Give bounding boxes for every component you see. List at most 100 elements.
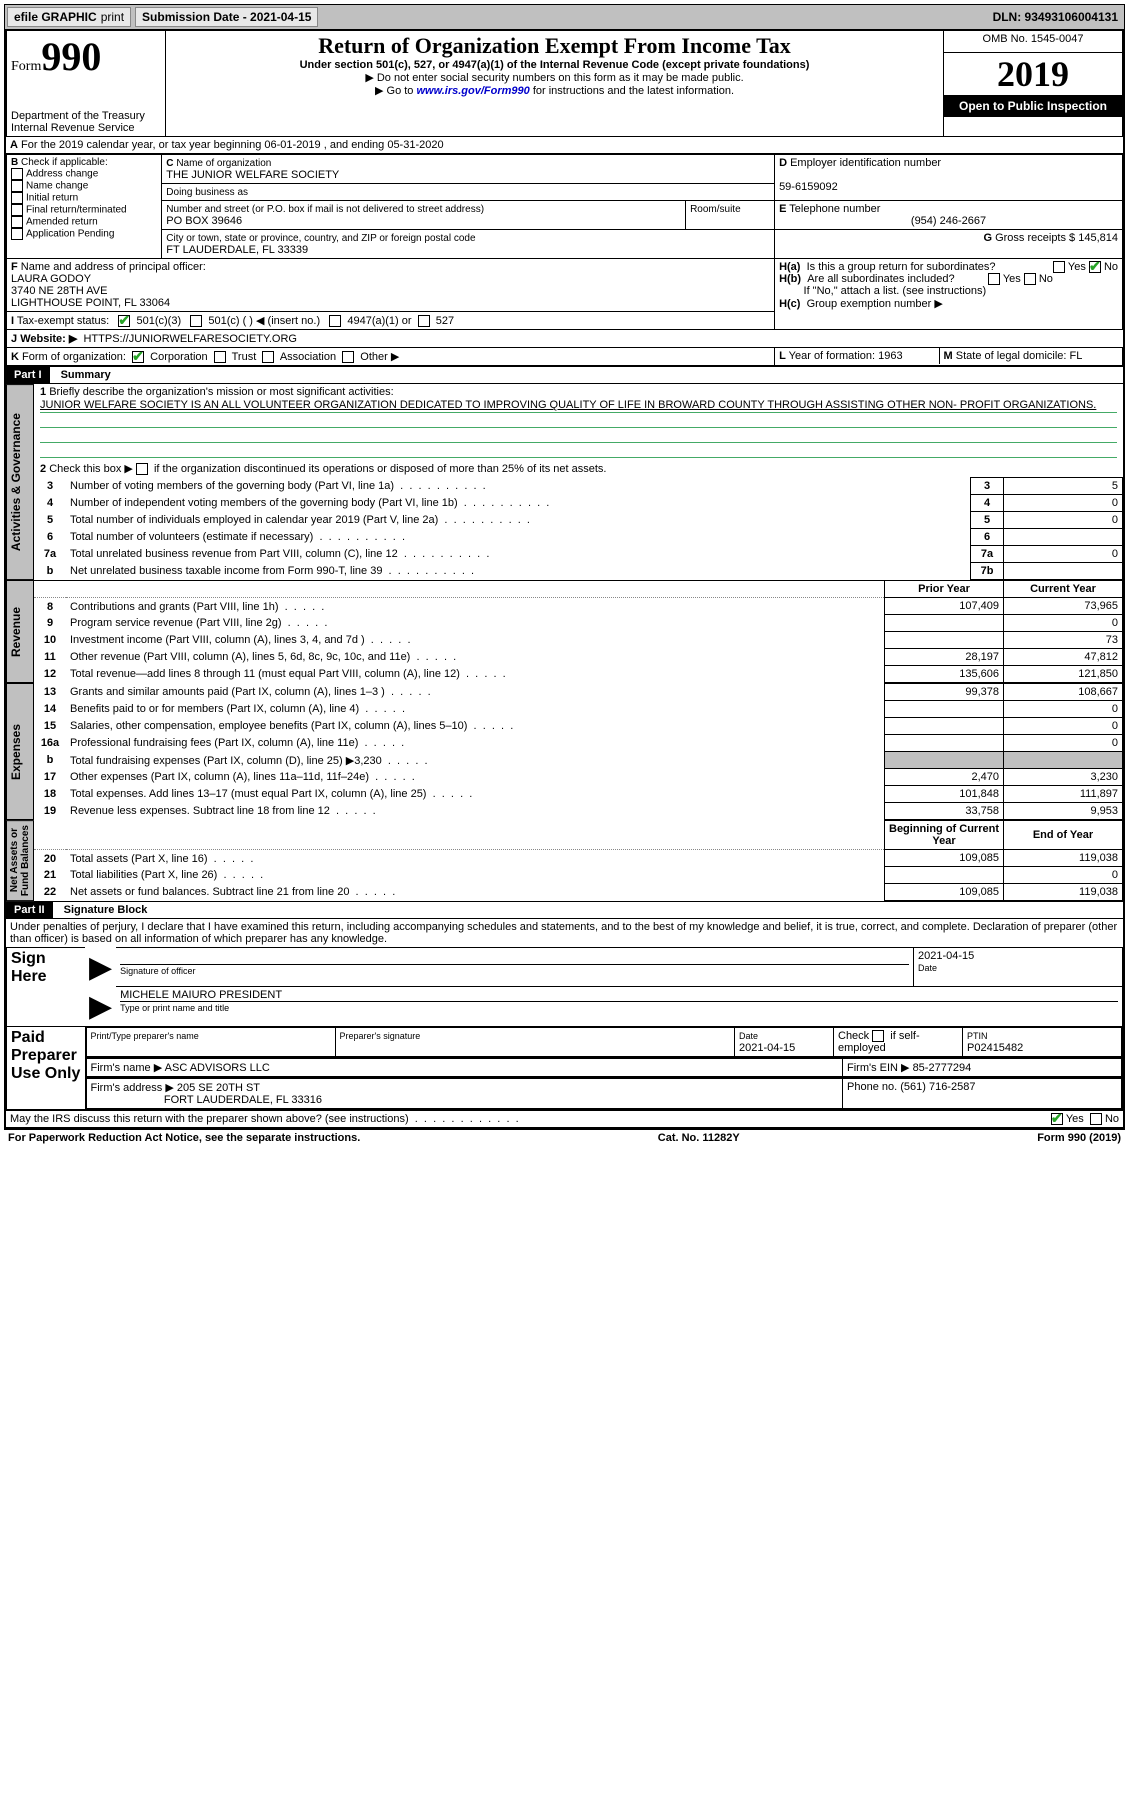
prep-date: 2021-04-15	[739, 1042, 795, 1054]
col-prior-year: Prior Year	[885, 581, 1004, 598]
info-table: B Check if applicable: Address change Na…	[6, 154, 1123, 366]
top-toolbar: efile GRAPHIC print Submission Date - 20…	[4, 4, 1125, 30]
prep-date-label: Date	[739, 1031, 758, 1041]
f-label: Name and address of principal officer:	[21, 261, 206, 273]
efile-label: efile GRAPHIC	[14, 10, 97, 24]
4947-checkbox[interactable]	[329, 315, 341, 327]
org-name: THE JUNIOR WELFARE SOCIETY	[166, 169, 339, 181]
i-4947: 4947(a)(1) or	[347, 315, 411, 327]
netassets-table: Beginning of Current Year End of Year 20…	[34, 820, 1123, 901]
part1-badge: Part I	[6, 367, 50, 383]
other-checkbox[interactable]	[342, 351, 354, 363]
paid-preparer-label: Paid Preparer Use Only	[7, 1026, 86, 1109]
tax-year: 2019	[944, 53, 1122, 95]
form-subtitle-3: Go to www.irs.gov/Form990 for instructio…	[170, 84, 939, 97]
firm-ein: 85-2777294	[913, 1062, 972, 1074]
firm-name-label: Firm's name ▶	[91, 1062, 163, 1074]
table-row: 15 Salaries, other compensation, employe…	[34, 718, 1123, 735]
table-row: 7a Total unrelated business revenue from…	[34, 546, 1123, 563]
sign-here-label: Sign Here	[7, 948, 86, 1027]
discuss-no-checkbox[interactable]	[1090, 1113, 1102, 1125]
addr-value: PO BOX 39646	[166, 215, 242, 227]
room-label: Room/suite	[690, 204, 741, 215]
addr-label: Number and street (or P.O. box if mail i…	[166, 204, 484, 215]
amended-checkbox[interactable]	[11, 216, 23, 228]
name-change-checkbox[interactable]	[11, 180, 23, 192]
501c-checkbox[interactable]	[190, 315, 202, 327]
netassets-tab: Net Assets orFund Balances	[6, 820, 34, 901]
officer-name: LAURA GODOY	[11, 273, 91, 285]
d-label: Employer identification number	[790, 157, 941, 169]
ptin-label: PTIN	[967, 1031, 988, 1041]
state-domicile: FL	[1070, 350, 1083, 362]
ha-label: Is this a group return for subordinates?	[807, 261, 996, 273]
dba-label: Doing business as	[166, 187, 248, 198]
k-other: Other ▶	[360, 351, 399, 363]
officer-addr2: LIGHTHOUSE POINT, FL 33064	[11, 297, 170, 309]
assoc-checkbox[interactable]	[262, 351, 274, 363]
gross-receipts: 145,814	[1078, 232, 1118, 244]
firm-addr2: FORT LAUDERDALE, FL 33316	[164, 1094, 322, 1106]
part1-header-row: Part I Summary	[6, 366, 1123, 384]
submission-button[interactable]: Submission Date - 2021-04-15	[135, 7, 318, 27]
k-trust: Trust	[232, 351, 257, 363]
sig-date: 2021-04-15	[918, 950, 1118, 962]
governance-tab: Activities & Governance	[6, 384, 34, 580]
initial-return-checkbox[interactable]	[11, 192, 23, 204]
firm-name: ASC ADVISORS LLC	[165, 1062, 270, 1074]
c-name-label: Name of organization	[176, 158, 271, 169]
mission-text: JUNIOR WELFARE SOCIETY IS AN ALL VOLUNTE…	[40, 398, 1117, 413]
i-527: 527	[436, 315, 454, 327]
table-row: 21 Total liabilities (Part X, line 26) .…	[34, 867, 1123, 884]
revenue-tab: Revenue	[6, 580, 34, 683]
501c3-checkbox[interactable]	[118, 315, 130, 327]
line2-checkbox[interactable]	[136, 463, 148, 475]
opt-pending: Application Pending	[26, 229, 114, 240]
city-label: City or town, state or province, country…	[166, 233, 475, 244]
table-row: 8 Contributions and grants (Part VIII, l…	[34, 598, 1123, 615]
firm-phone-label: Phone no.	[847, 1081, 897, 1093]
line2-text: Check this box ▶ if the organization dis…	[49, 463, 606, 475]
form-subtitle-2: Do not enter social security numbers on …	[170, 71, 939, 84]
e-label: Telephone number	[789, 203, 880, 215]
governance-section: Activities & Governance 1 Briefly descri…	[6, 384, 1123, 580]
i-501c3: 501(c)(3)	[136, 315, 181, 327]
prep-sig-label: Preparer's signature	[340, 1031, 421, 1041]
table-row: 3 Number of voting members of the govern…	[34, 478, 1123, 495]
form-number: 990	[41, 34, 101, 79]
pending-checkbox[interactable]	[11, 228, 23, 240]
final-return-checkbox[interactable]	[11, 204, 23, 216]
ha-no-checkbox[interactable]	[1089, 261, 1101, 273]
opt-amended: Amended return	[26, 217, 98, 228]
footer-mid: Cat. No. 11282Y	[658, 1132, 740, 1144]
expenses-tab: Expenses	[6, 683, 34, 820]
self-employed-checkbox[interactable]	[872, 1030, 884, 1042]
table-row: 22 Net assets or fund balances. Subtract…	[34, 884, 1123, 901]
hb-no-checkbox[interactable]	[1024, 273, 1036, 285]
k-corp: Corporation	[150, 351, 207, 363]
revenue-table: Prior Year Current Year 8 Contributions …	[34, 580, 1123, 683]
k-label: Form of organization:	[22, 351, 126, 363]
table-row: 14 Benefits paid to or for members (Part…	[34, 701, 1123, 718]
j-label: Website: ▶	[20, 333, 77, 345]
table-row: 11 Other revenue (Part VIII, column (A),…	[34, 649, 1123, 666]
addr-change-checkbox[interactable]	[11, 168, 23, 180]
table-row: b Net unrelated business taxable income …	[34, 563, 1123, 580]
open-inspection: Open to Public Inspection	[944, 95, 1122, 117]
discuss-yes-checkbox[interactable]	[1051, 1113, 1063, 1125]
527-checkbox[interactable]	[418, 315, 430, 327]
table-row: 20 Total assets (Part X, line 16) . . . …	[34, 850, 1123, 867]
table-row: 6 Total number of volunteers (estimate i…	[34, 529, 1123, 546]
trust-checkbox[interactable]	[214, 351, 226, 363]
form990-link[interactable]: www.irs.gov/Form990	[416, 85, 529, 97]
corp-checkbox[interactable]	[132, 351, 144, 363]
efile-button[interactable]: efile GRAPHIC print	[7, 7, 131, 27]
hb-yes-checkbox[interactable]	[988, 273, 1000, 285]
ha-yes-checkbox[interactable]	[1053, 261, 1065, 273]
form-990-label: Form990	[11, 33, 161, 80]
header-table: Form990 Department of the Treasury Inter…	[6, 30, 1123, 137]
goto-pre: Go to	[387, 85, 417, 97]
form-word: Form	[11, 59, 41, 74]
col-begin-year: Beginning of Current Year	[885, 821, 1004, 850]
table-row: 16a Professional fundraising fees (Part …	[34, 735, 1123, 752]
